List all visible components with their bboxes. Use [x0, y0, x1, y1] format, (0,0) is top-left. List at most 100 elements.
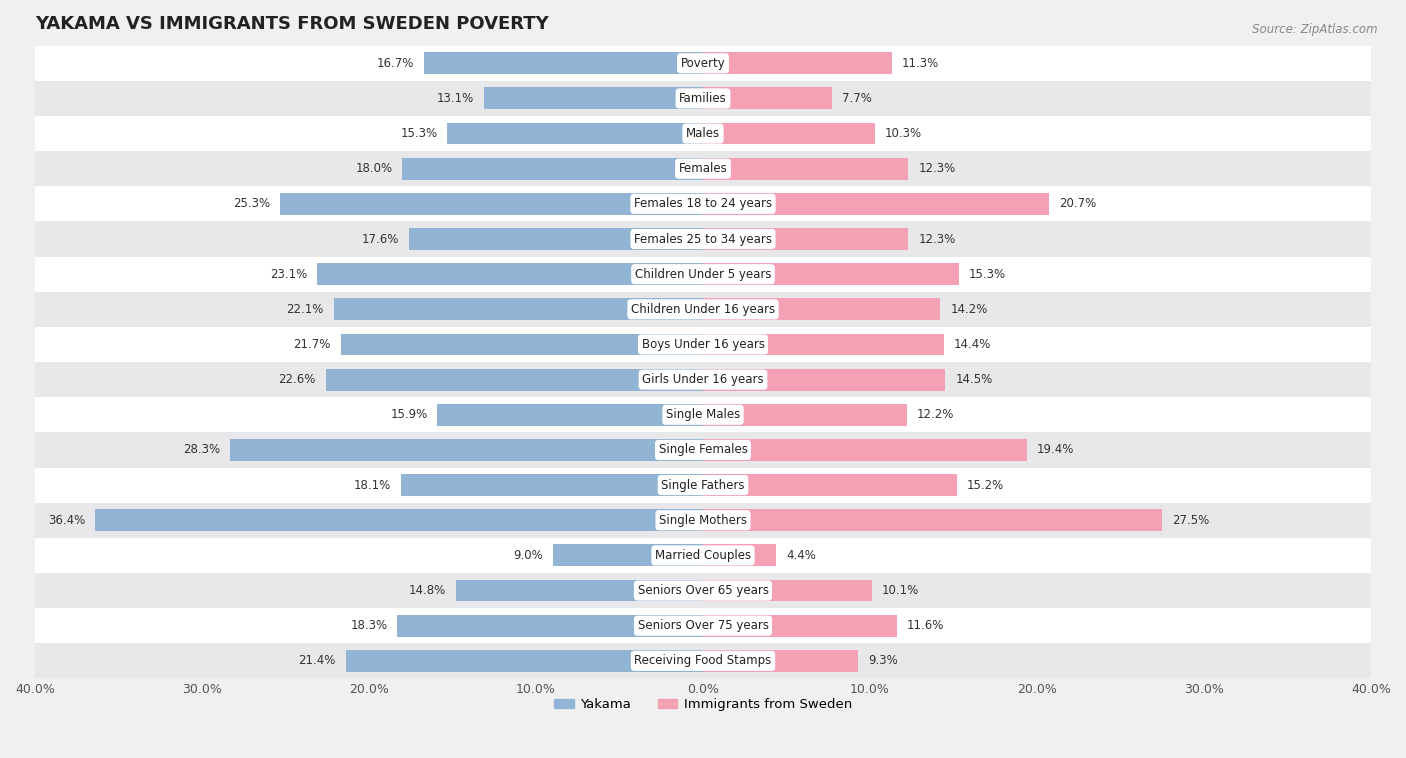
Text: Source: ZipAtlas.com: Source: ZipAtlas.com	[1253, 23, 1378, 36]
Bar	[703, 580, 872, 601]
Text: 9.0%: 9.0%	[513, 549, 543, 562]
Text: Children Under 16 years: Children Under 16 years	[631, 302, 775, 316]
Bar	[35, 257, 1371, 292]
Text: 21.7%: 21.7%	[294, 338, 330, 351]
Text: Girls Under 16 years: Girls Under 16 years	[643, 373, 763, 386]
Text: Females 25 to 34 years: Females 25 to 34 years	[634, 233, 772, 246]
Text: 11.6%: 11.6%	[907, 619, 945, 632]
Bar	[703, 439, 1026, 461]
Bar	[326, 368, 703, 390]
Bar	[333, 299, 703, 320]
Text: 18.3%: 18.3%	[350, 619, 387, 632]
Text: 7.7%: 7.7%	[842, 92, 872, 105]
Text: Boys Under 16 years: Boys Under 16 years	[641, 338, 765, 351]
Text: Single Females: Single Females	[658, 443, 748, 456]
Bar	[231, 439, 703, 461]
Text: Receiving Food Stamps: Receiving Food Stamps	[634, 654, 772, 667]
Text: Females: Females	[679, 162, 727, 175]
Text: 12.3%: 12.3%	[918, 233, 956, 246]
Bar	[340, 334, 703, 356]
Bar	[447, 123, 703, 145]
Bar	[703, 193, 1049, 215]
Bar	[398, 615, 703, 637]
Bar	[703, 509, 1163, 531]
Text: 15.3%: 15.3%	[969, 268, 1005, 280]
Text: Poverty: Poverty	[681, 57, 725, 70]
Bar	[402, 158, 703, 180]
Text: Single Fathers: Single Fathers	[661, 478, 745, 492]
Text: 14.4%: 14.4%	[953, 338, 991, 351]
Bar	[401, 475, 703, 496]
Bar	[318, 263, 703, 285]
Text: 16.7%: 16.7%	[377, 57, 413, 70]
Text: Married Couples: Married Couples	[655, 549, 751, 562]
Bar	[437, 404, 703, 426]
Bar	[35, 151, 1371, 186]
Bar	[96, 509, 703, 531]
Text: 14.2%: 14.2%	[950, 302, 987, 316]
Text: 12.3%: 12.3%	[918, 162, 956, 175]
Bar	[35, 573, 1371, 608]
Bar	[425, 52, 703, 74]
Text: 11.3%: 11.3%	[901, 57, 939, 70]
Bar	[703, 368, 945, 390]
Bar	[35, 221, 1371, 257]
Bar	[35, 397, 1371, 432]
Text: 19.4%: 19.4%	[1038, 443, 1074, 456]
Text: 21.4%: 21.4%	[298, 654, 336, 667]
Bar	[703, 650, 858, 672]
Text: 18.1%: 18.1%	[353, 478, 391, 492]
Text: Families: Families	[679, 92, 727, 105]
Text: 4.4%: 4.4%	[786, 549, 817, 562]
Bar	[35, 608, 1371, 644]
Bar	[346, 650, 703, 672]
Bar	[703, 263, 959, 285]
Bar	[703, 334, 943, 356]
Text: Single Mothers: Single Mothers	[659, 514, 747, 527]
Text: 12.2%: 12.2%	[917, 409, 955, 421]
Bar	[35, 81, 1371, 116]
Text: 10.1%: 10.1%	[882, 584, 920, 597]
Text: 14.8%: 14.8%	[409, 584, 446, 597]
Bar	[35, 432, 1371, 468]
Text: Seniors Over 75 years: Seniors Over 75 years	[637, 619, 769, 632]
Text: Males: Males	[686, 127, 720, 140]
Bar	[484, 87, 703, 109]
Text: 9.3%: 9.3%	[869, 654, 898, 667]
Text: Seniors Over 65 years: Seniors Over 65 years	[637, 584, 769, 597]
Text: 22.1%: 22.1%	[287, 302, 323, 316]
Text: Single Males: Single Males	[666, 409, 740, 421]
Bar	[456, 580, 703, 601]
Text: 18.0%: 18.0%	[356, 162, 392, 175]
Bar	[703, 404, 907, 426]
Bar	[35, 292, 1371, 327]
Bar	[35, 45, 1371, 81]
Text: 25.3%: 25.3%	[233, 197, 270, 211]
Bar	[35, 468, 1371, 503]
Text: 27.5%: 27.5%	[1173, 514, 1209, 527]
Text: 23.1%: 23.1%	[270, 268, 307, 280]
Bar	[35, 116, 1371, 151]
Bar	[703, 228, 908, 250]
Bar	[703, 52, 891, 74]
Bar	[703, 87, 831, 109]
Bar	[35, 327, 1371, 362]
Text: 17.6%: 17.6%	[361, 233, 399, 246]
Bar	[35, 503, 1371, 538]
Bar	[35, 186, 1371, 221]
Bar	[280, 193, 703, 215]
Legend: Yakama, Immigrants from Sweden: Yakama, Immigrants from Sweden	[548, 693, 858, 716]
Bar	[703, 158, 908, 180]
Text: 15.3%: 15.3%	[401, 127, 437, 140]
Text: 36.4%: 36.4%	[48, 514, 84, 527]
Bar	[703, 615, 897, 637]
Text: YAKAMA VS IMMIGRANTS FROM SWEDEN POVERTY: YAKAMA VS IMMIGRANTS FROM SWEDEN POVERTY	[35, 15, 548, 33]
Bar	[553, 544, 703, 566]
Bar	[703, 299, 941, 320]
Bar	[35, 538, 1371, 573]
Text: 15.2%: 15.2%	[967, 478, 1004, 492]
Text: Females 18 to 24 years: Females 18 to 24 years	[634, 197, 772, 211]
Text: 22.6%: 22.6%	[278, 373, 315, 386]
Bar	[409, 228, 703, 250]
Bar	[35, 644, 1371, 678]
